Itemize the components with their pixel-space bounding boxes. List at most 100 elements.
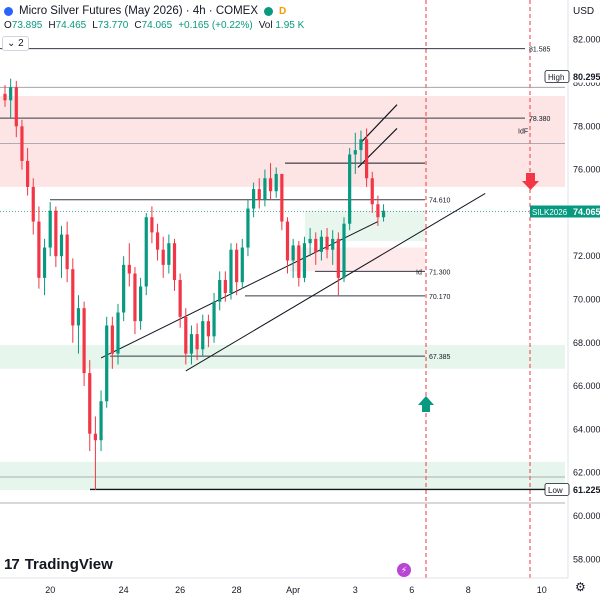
arrow-down-icon [522,173,539,190]
candle-body-6 [37,221,41,278]
candle-body-28 [161,249,165,265]
x-tick-4: Apr [286,585,300,595]
candle-body-35 [201,321,205,350]
chart-header: Micro Silver Futures (May 2026) · 4h · C… [0,0,560,36]
zone-support-2 [0,344,565,369]
x-tick-8: 10 [537,585,547,595]
candle-body-43 [246,208,250,248]
x-tick-1: 24 [119,585,129,595]
x-tick-3: 28 [232,585,242,595]
candle-body-58 [331,238,335,250]
price-line-label-4: 70.170 [429,294,451,301]
channel-line-lower [357,128,398,168]
vol-label: Vol [258,20,273,31]
axis-marker-label-0: High [548,73,564,82]
low-value: 73.770 [97,20,129,31]
candle-body-23 [133,273,137,322]
axis-marker-price-2: 61.225 [573,485,600,495]
x-tick-0: 20 [45,585,55,595]
candle-body-34 [195,334,199,350]
demand-box [290,247,425,272]
candle-body-4 [26,160,30,187]
candle-body-22 [127,264,131,274]
axis-marker-label-1: SILK2026 [532,208,568,217]
candle-body-1 [9,87,13,101]
candle-body-19 [110,325,114,354]
candle-body-27 [155,232,160,250]
candle-body-12 [71,269,75,326]
candle-body-37 [212,301,216,337]
candle-body-53 [302,243,307,278]
x-tick-7: 8 [466,585,471,595]
candle-body-56 [319,236,323,252]
currency-label[interactable]: USD [573,6,595,17]
candle-body-3 [20,126,24,161]
y-tick-1: 60.000 [573,511,600,521]
candle-body-14 [82,308,86,374]
candle-body-8 [48,210,52,248]
candle-body-42 [240,247,244,283]
candle-body-26 [150,217,154,233]
candle-body-25 [144,217,148,287]
symbol-title[interactable]: Micro Silver Futures (May 2026) · 4h · C… [19,5,259,17]
y-tick-0: 58.000 [573,554,600,564]
price-line-label-3: 71.300 [429,269,451,276]
candle-body-50 [285,221,290,261]
candle-body-49 [280,173,284,222]
axis-marker-box-2 [544,483,570,496]
candle-body-18 [105,325,109,402]
high-label: H [48,20,56,31]
price-line-label-5: 67.385 [429,354,451,361]
symbol-dot-icon [4,6,13,16]
y-tick-3: 64.000 [573,424,600,434]
candle-body-36 [206,321,210,337]
candle-body-17 [99,401,103,441]
gear-icon[interactable]: ⚙ [575,580,586,594]
candle-body-7 [42,247,47,278]
candle-body-45 [257,189,261,200]
candle-body-16 [93,433,97,441]
candle-body-31 [178,280,182,317]
candle-body-67 [381,210,386,218]
high-value: 74.465 [55,20,87,31]
candle-body-2 [14,87,18,127]
indicators-collapse-button[interactable]: ⌄ 2 [2,36,29,51]
axis-marker-bg-2 [570,483,600,496]
arrow-up-icon [418,396,434,412]
y-tick-12: 82.000 [573,35,600,45]
candle-body-62 [353,150,357,155]
price-line-label-1: 78.380 [529,116,551,123]
candle-body-66 [376,204,380,218]
low-label: L [92,20,98,31]
y-tick-4: 66.000 [573,381,600,391]
candle-body-0 [3,93,7,101]
axis-marker-price-1: 74.065 [573,207,600,217]
axis-marker-label-2: Low [548,486,563,495]
tv-logo-icon: 17 [4,556,20,573]
change-value: +0.165 (+0.22%) [178,20,253,31]
price-line-label-2: 74.610 [429,198,451,205]
y-tick-11: 80.000 [573,78,600,88]
line-tag-1: IdF [518,129,528,136]
candle-body-65 [370,178,374,205]
x-tick-2: 26 [175,585,185,595]
zone-support-1 [0,461,565,491]
tradingview-brand: TradingView [24,556,113,573]
lightning-icon[interactable]: ⚡ [397,563,411,577]
y-tick-6: 70.000 [573,295,600,305]
candle-body-32 [184,316,188,354]
candle-body-44 [252,189,256,209]
tradingview-logo[interactable]: 17 TradingView [4,556,113,573]
candle-body-47 [268,178,273,192]
indicator-count: 2 [18,38,24,49]
candle-body-59 [336,238,340,278]
price-line-label-0: 81.585 [529,47,551,54]
trendline-1 [100,221,379,359]
close-label: C [134,20,142,31]
ohlc-legend: O73.895 H74.465 L73.770 C74.065 +0.165 (… [4,20,304,31]
candle-body-11 [65,234,69,270]
candle-body-48 [274,173,278,192]
candle-body-61 [348,154,352,224]
